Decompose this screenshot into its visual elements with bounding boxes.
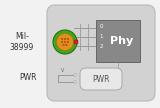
Text: PWR: PWR (92, 75, 110, 83)
Circle shape (74, 74, 76, 76)
Text: Mil-
38999: Mil- 38999 (10, 32, 34, 52)
FancyBboxPatch shape (80, 68, 122, 90)
Circle shape (61, 38, 63, 40)
Text: 1: 1 (99, 33, 103, 38)
Text: PWR: PWR (19, 74, 37, 83)
Text: 2: 2 (99, 44, 103, 48)
FancyBboxPatch shape (74, 40, 78, 44)
Text: 0: 0 (99, 24, 103, 29)
Circle shape (64, 38, 66, 40)
Circle shape (61, 41, 63, 43)
Text: V: V (61, 68, 64, 74)
Circle shape (64, 41, 66, 43)
Circle shape (56, 33, 73, 51)
Circle shape (67, 38, 69, 40)
Circle shape (53, 30, 77, 54)
FancyBboxPatch shape (96, 20, 140, 62)
Circle shape (66, 44, 67, 46)
FancyBboxPatch shape (47, 5, 155, 101)
Text: Phy: Phy (110, 36, 133, 46)
Circle shape (63, 44, 64, 46)
Circle shape (74, 81, 76, 83)
Circle shape (67, 41, 69, 43)
